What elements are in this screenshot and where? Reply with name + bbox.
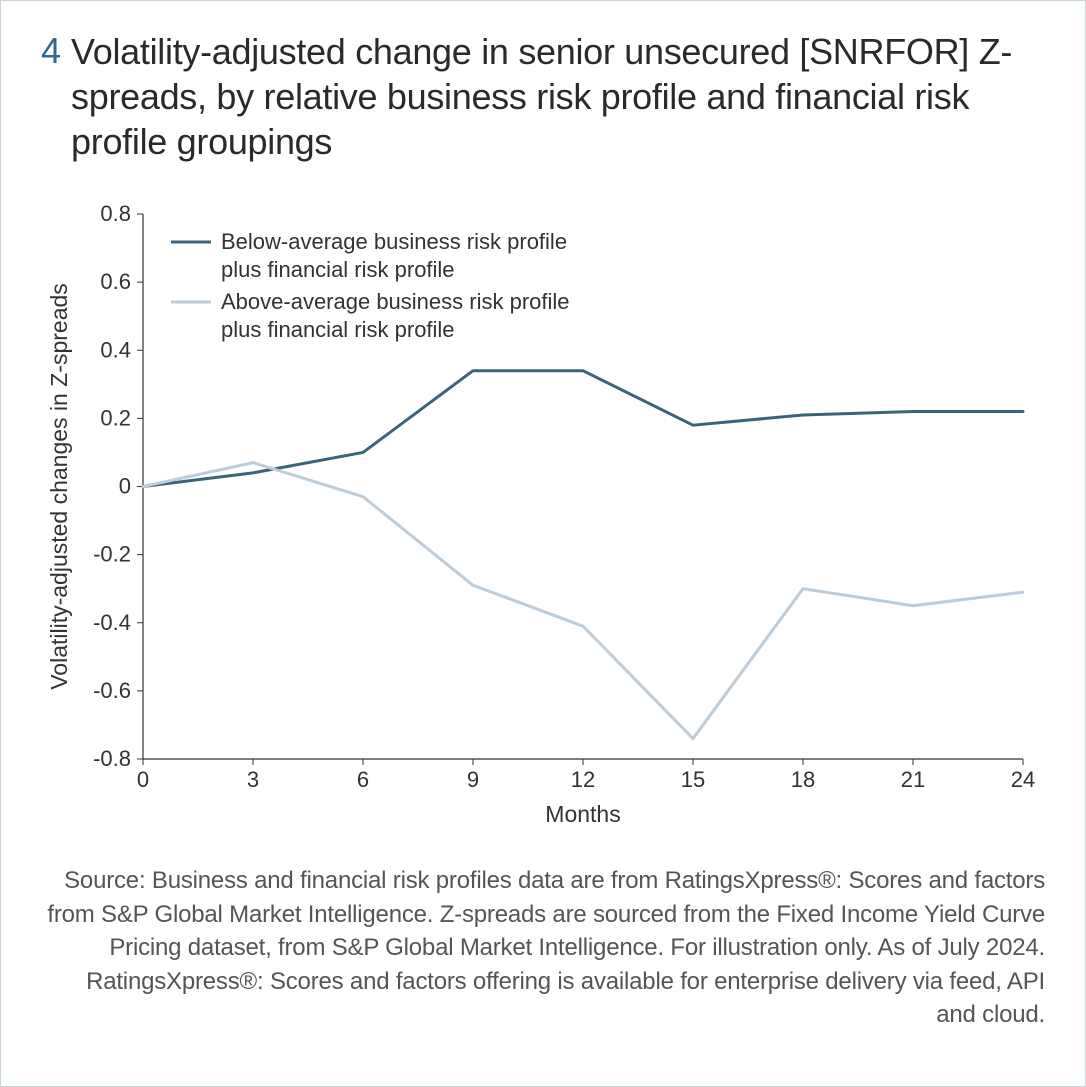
svg-text:plus financial risk profile: plus financial risk profile — [221, 317, 455, 342]
svg-text:-0.4: -0.4 — [93, 610, 131, 635]
figure-title: Volatility-adjusted change in senior uns… — [71, 29, 1045, 164]
svg-text:0.6: 0.6 — [100, 269, 131, 294]
svg-text:24: 24 — [1011, 767, 1035, 792]
svg-text:0.2: 0.2 — [100, 405, 131, 430]
figure-title-row: 4 Volatility-adjusted change in senior u… — [41, 29, 1045, 164]
svg-text:Months: Months — [545, 801, 620, 827]
svg-text:0.8: 0.8 — [100, 201, 131, 226]
figure-number: 4 — [41, 29, 61, 72]
svg-text:Volatility-adjusted changes in: Volatility-adjusted changes in Z-spreads — [46, 283, 72, 690]
svg-text:0.4: 0.4 — [100, 337, 131, 362]
svg-text:Above-average business risk pr: Above-average business risk profile — [221, 289, 570, 314]
svg-text:-0.2: -0.2 — [93, 542, 131, 567]
svg-text:15: 15 — [681, 767, 705, 792]
svg-text:0: 0 — [137, 767, 149, 792]
svg-text:0: 0 — [119, 474, 131, 499]
svg-text:Below-average business risk pr: Below-average business risk profile — [221, 229, 567, 254]
svg-text:9: 9 — [467, 767, 479, 792]
source-note: Source: Business and financial risk prof… — [41, 864, 1045, 1032]
svg-text:-0.6: -0.6 — [93, 678, 131, 703]
svg-text:-0.8: -0.8 — [93, 746, 131, 771]
svg-text:6: 6 — [357, 767, 369, 792]
svg-text:plus financial risk profile: plus financial risk profile — [221, 257, 455, 282]
svg-text:3: 3 — [247, 767, 259, 792]
line-chart: -0.8 -0.6 -0.4 -0.2 0 0.2 0.4 0.6 0.8 0 3 6 9 12 15 18 2… — [41, 194, 1045, 834]
svg-text:21: 21 — [901, 767, 925, 792]
svg-text:12: 12 — [571, 767, 595, 792]
svg-text:18: 18 — [791, 767, 815, 792]
